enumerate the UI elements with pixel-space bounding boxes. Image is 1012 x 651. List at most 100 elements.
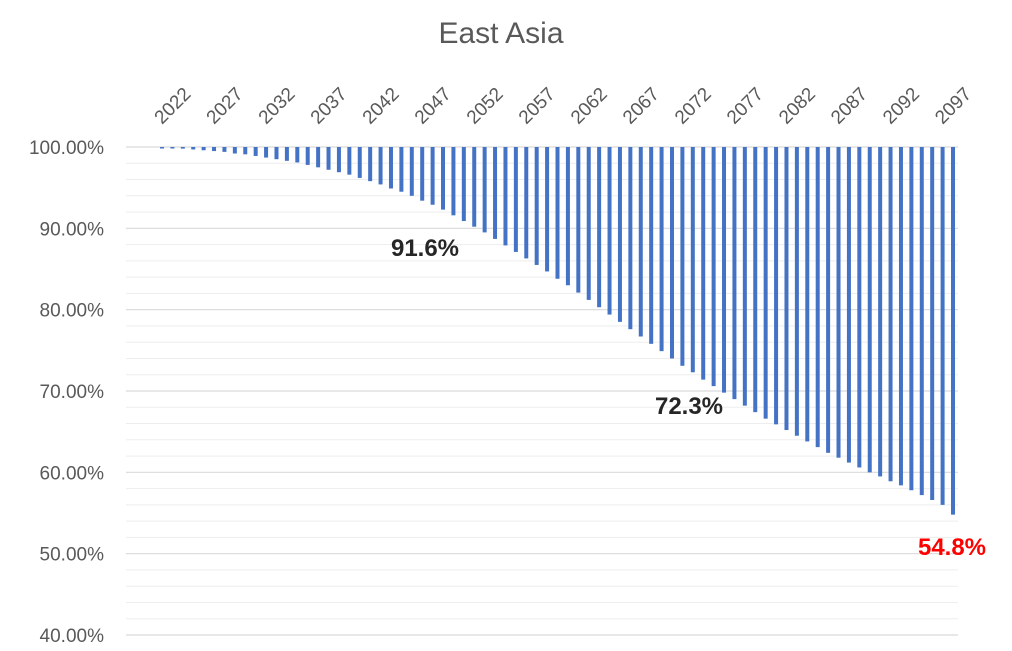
bar xyxy=(264,147,269,158)
bar xyxy=(326,147,331,170)
bar xyxy=(180,147,185,149)
y-tick-label: 90.00% xyxy=(40,219,105,240)
bar xyxy=(534,147,539,265)
bar xyxy=(638,147,643,337)
bar xyxy=(898,147,903,486)
bar xyxy=(659,147,664,352)
x-tick-label: 2077 xyxy=(723,84,768,129)
x-tick-label: 2072 xyxy=(671,84,716,129)
bar xyxy=(815,147,820,448)
bar xyxy=(274,147,279,160)
bar xyxy=(701,147,706,380)
bar xyxy=(711,147,716,387)
y-tick-label: 40.00% xyxy=(40,626,105,647)
bar xyxy=(409,147,414,196)
bar xyxy=(253,147,258,156)
bar xyxy=(420,147,425,201)
x-tick-label: 2042 xyxy=(359,84,404,129)
bar xyxy=(617,147,622,322)
bar xyxy=(347,147,352,175)
bar xyxy=(742,147,747,406)
bar xyxy=(555,147,560,279)
bar xyxy=(846,147,851,463)
gridlines xyxy=(126,146,958,636)
x-tick-label: 2032 xyxy=(255,84,300,129)
bar xyxy=(669,147,674,359)
x-tick-label: 2027 xyxy=(203,84,248,129)
bar xyxy=(493,147,498,239)
bar xyxy=(763,147,768,419)
bar xyxy=(503,147,508,246)
x-tick-label: 2062 xyxy=(567,84,612,129)
bar xyxy=(826,147,831,453)
bar xyxy=(930,147,935,500)
bar xyxy=(295,147,300,163)
bar xyxy=(690,147,695,373)
bar xyxy=(909,147,914,491)
y-axis: 100.00% 90.00% 80.00% 70.00% 60.00% 50.00% 40.… xyxy=(29,138,104,647)
x-tick-label: 2057 xyxy=(515,84,560,129)
bar xyxy=(305,147,310,165)
bar xyxy=(919,147,924,496)
bar xyxy=(430,147,435,205)
bar xyxy=(472,147,477,227)
y-tick-label: 50.00% xyxy=(40,545,105,566)
bar xyxy=(160,147,164,149)
bar xyxy=(399,147,404,192)
bar xyxy=(597,147,602,308)
bars xyxy=(160,147,955,515)
data-label: 72.3% xyxy=(655,393,723,420)
bar xyxy=(867,147,872,473)
chart-title: East Asia xyxy=(438,17,563,50)
bar xyxy=(336,147,341,173)
bar xyxy=(513,147,518,252)
y-tick-label: 80.00% xyxy=(40,301,105,322)
bar xyxy=(888,147,893,482)
y-tick-label: 70.00% xyxy=(40,382,105,403)
y-tick-label: 100.00% xyxy=(29,138,104,159)
x-axis: 2022 2027 2032 2037 2042 2047 2052 2057 2062 2067… xyxy=(151,84,976,129)
bar xyxy=(649,147,654,344)
bar xyxy=(857,147,862,468)
bar xyxy=(680,147,685,366)
bar xyxy=(461,147,466,222)
x-tick-label: 2037 xyxy=(307,84,352,129)
x-tick-label: 2047 xyxy=(411,84,456,129)
bar xyxy=(940,147,945,505)
bar xyxy=(191,147,196,150)
x-tick-label: 2092 xyxy=(879,84,924,129)
bar xyxy=(794,147,799,436)
bar xyxy=(784,147,789,431)
bar xyxy=(628,147,633,330)
bar xyxy=(482,147,487,233)
bar xyxy=(316,147,321,168)
bar xyxy=(753,147,758,413)
bar xyxy=(545,147,550,272)
x-tick-label: 2067 xyxy=(619,84,664,129)
bar xyxy=(232,147,237,154)
bar xyxy=(836,147,841,458)
annotations: 91.6% 72.3% 54.8% xyxy=(391,235,986,561)
bar xyxy=(201,147,206,151)
bar xyxy=(222,147,227,152)
bar xyxy=(357,147,362,178)
bar xyxy=(388,147,393,189)
x-tick-label: 2052 xyxy=(463,84,508,129)
bar xyxy=(607,147,612,315)
x-tick-label: 2097 xyxy=(931,84,976,129)
data-label: 54.8% xyxy=(918,534,986,561)
bar xyxy=(368,147,373,182)
bar xyxy=(774,147,779,425)
bar xyxy=(170,147,175,149)
x-tick-label: 2082 xyxy=(775,84,820,129)
bar xyxy=(212,147,217,152)
y-tick-label: 60.00% xyxy=(40,463,105,484)
bar xyxy=(805,147,810,442)
bar xyxy=(586,147,591,300)
bar xyxy=(732,147,737,400)
x-tick-label: 2022 xyxy=(151,84,196,129)
x-tick-label: 2087 xyxy=(827,84,872,129)
bar xyxy=(284,147,289,161)
bar xyxy=(441,147,446,210)
